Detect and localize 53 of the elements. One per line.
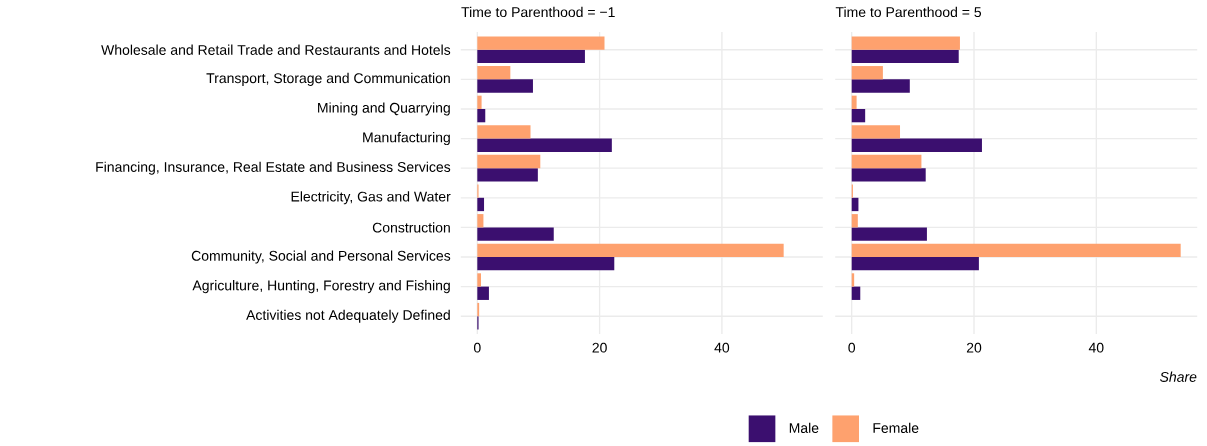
bar	[851, 227, 927, 241]
bar	[477, 214, 484, 228]
legend-label: Male	[789, 422, 819, 433]
bar	[851, 95, 857, 109]
bar	[851, 36, 960, 50]
bar	[851, 66, 883, 80]
chart-title: Time to Parenthood = −1	[461, 6, 615, 18]
bar	[851, 286, 861, 300]
bar	[477, 257, 615, 271]
bar	[851, 108, 866, 123]
bar	[477, 79, 533, 93]
bar	[477, 168, 538, 182]
y-tick-label: Activities not Adequately Defined	[246, 309, 450, 323]
bar	[477, 66, 511, 80]
y-tick-label: Agriculture, Hunting, Forestry and Fishing	[192, 280, 450, 294]
x-tick-label: 20	[966, 342, 982, 353]
x-tick-label: 0	[473, 342, 481, 353]
bar	[851, 49, 959, 64]
bar	[851, 243, 1181, 258]
bar	[851, 79, 910, 93]
bar	[851, 168, 926, 182]
bar	[851, 257, 979, 271]
x-tick-label: 40	[1088, 342, 1104, 353]
x-tick-label: 40	[714, 342, 730, 353]
bar	[477, 36, 605, 50]
x-axis-title: Share	[1159, 371, 1197, 382]
y-tick-label: Financing, Insurance, Real Estate and Business Services	[96, 161, 451, 175]
x-tick-label: 20	[592, 342, 607, 353]
y-tick-label: Manufacturing	[363, 132, 450, 146]
bar	[851, 138, 982, 152]
bar	[477, 227, 554, 241]
bar	[477, 243, 784, 258]
bar	[851, 214, 858, 228]
bar	[477, 138, 612, 152]
y-tick-label: Electricity, Gas and Water	[291, 191, 451, 205]
legend-label: Female	[873, 422, 919, 433]
bar	[477, 154, 541, 169]
y-tick-label: Wholesale and Retail Trade and Restaurants and Hotels	[101, 44, 451, 55]
bar	[477, 273, 481, 287]
y-tick-label: Community, Social and Personal Services	[191, 250, 451, 264]
bar	[477, 49, 585, 64]
bar	[477, 108, 486, 123]
bar	[851, 125, 901, 139]
bar	[477, 197, 485, 212]
bar	[477, 125, 531, 139]
bar	[477, 286, 489, 300]
bar	[851, 154, 922, 169]
y-tick-label: Construction	[372, 222, 450, 233]
bar	[477, 95, 482, 109]
y-tick-label: Mining and Quarrying	[318, 102, 450, 116]
chart-title: Time to Parenthood = 5	[835, 6, 982, 18]
y-tick-label: Transport, Storage and Communication	[206, 72, 450, 86]
x-tick-label: 0	[848, 342, 856, 353]
